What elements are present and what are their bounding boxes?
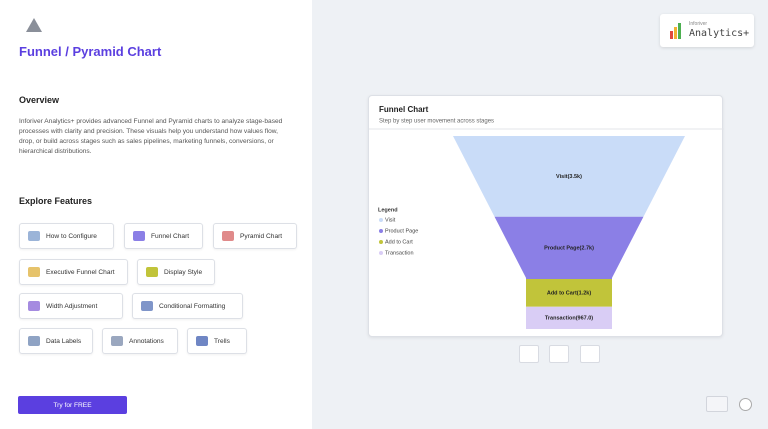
funnel-segment (526, 279, 612, 307)
section-heading: Explore Features (19, 196, 93, 206)
legend-swatch (379, 218, 383, 222)
legend-swatch (379, 240, 383, 244)
legend-label: Product Page (385, 228, 418, 234)
legend-swatch (379, 229, 383, 233)
data-label: Product Page(2.7k) (544, 245, 594, 251)
button-label: How to Configure (46, 232, 97, 240)
chart-title: Funnel Chart (379, 105, 429, 114)
view-button[interactable] (519, 345, 539, 363)
data-label: Visit(3.5k) (556, 174, 582, 180)
feature-button[interactable]: Funnel Chart (124, 223, 203, 249)
chart-subtitle: Step by step user movement across stages (379, 119, 494, 125)
button-label: Trells (214, 337, 230, 345)
legend-title: Legend (378, 207, 398, 213)
button-label: Pyramid Chart (240, 232, 283, 240)
feature-button[interactable]: Width Adjustment (19, 293, 123, 319)
view-button[interactable] (580, 345, 600, 363)
button-label: Data Labels (46, 337, 82, 345)
chart-card: Funnel Chart Step by step user movement … (368, 95, 724, 337)
legend-label: Add to Cart (385, 239, 413, 245)
cta-button[interactable]: Try for FREE (18, 396, 127, 414)
data-label: Add to Cart(1.2k) (547, 290, 591, 296)
help-button[interactable] (739, 398, 752, 411)
feature-button[interactable]: How to Configure (19, 223, 114, 249)
feature-button[interactable]: Executive Funnel Chart (19, 259, 128, 285)
button-label: Conditional Formatting (159, 302, 226, 310)
section-heading: Overview (19, 95, 60, 105)
page-title: Funnel / Pyramid Chart (19, 44, 162, 59)
feature-button[interactable]: Conditional Formatting (132, 293, 243, 319)
left-panel: Funnel / Pyramid Chart Overview Inforive… (0, 0, 312, 429)
feature-button[interactable]: Annotations (102, 328, 178, 354)
feature-button[interactable]: Trells (187, 328, 247, 354)
logo: Inforiver Analytics+ (660, 14, 754, 47)
feature-button[interactable]: Pyramid Chart (213, 223, 297, 249)
logo-main: Analytics+ (689, 28, 750, 39)
panel-toggle[interactable] (706, 396, 728, 412)
button-label: Funnel Chart (151, 232, 190, 240)
legend-label: Visit (385, 217, 396, 223)
feature-button[interactable]: Data Labels (19, 328, 93, 354)
funnel-segment (526, 306, 612, 329)
legend-label: Transaction (385, 250, 414, 256)
button-label: Display Style (164, 268, 203, 276)
overview-text: Inforiver Analytics+ provides advanced F… (19, 118, 283, 155)
funnel-segment (453, 136, 685, 217)
feature-button[interactable]: Display Style (137, 259, 215, 285)
logo-small: Inforiver (689, 21, 708, 27)
view-button[interactable] (549, 345, 569, 363)
funnel-segment (494, 216, 644, 280)
chart: Funnel Chart Step by step user movement … (369, 105, 724, 329)
legend-swatch (379, 251, 383, 255)
button-label: Annotations (129, 337, 164, 345)
logo-icon (670, 23, 681, 39)
data-label: Transaction(967.0) (545, 315, 593, 321)
button-label: Executive Funnel Chart (46, 268, 115, 276)
button-label: Width Adjustment (46, 302, 98, 310)
app-icon (26, 18, 42, 32)
